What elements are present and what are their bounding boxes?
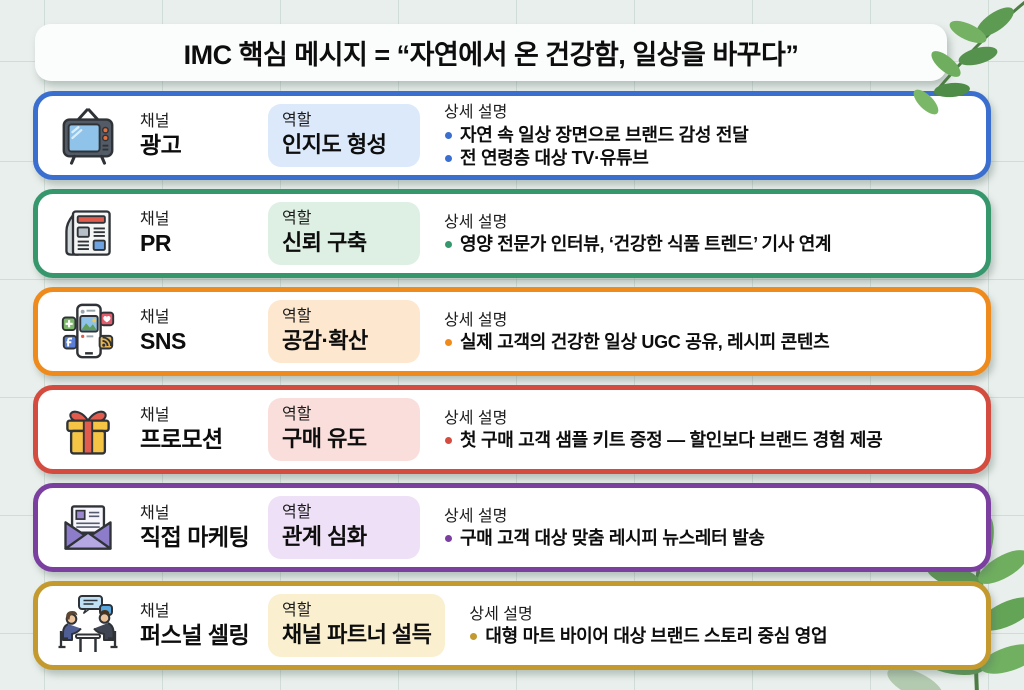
channel-label: 채널 — [140, 504, 170, 522]
role-label: 역할 — [282, 112, 312, 130]
channel-name: PR — [140, 229, 171, 256]
channel-label: 채널 — [140, 602, 170, 620]
detail-bullet: 대형 마트 바이어 대상 브랜드 스토리 중심 영업 — [469, 625, 970, 648]
detail-column: 상세 설명 영양 전문가 인터뷰, ‘건강한 식품 트렌드’ 기사 연계 — [438, 211, 974, 257]
detail-bullets: 대형 마트 바이어 대상 브랜드 스토리 중심 영업 — [469, 625, 970, 648]
bullet-dot — [445, 241, 452, 249]
newspaper-icon — [52, 199, 124, 269]
role-name: 인지도 형성 — [282, 132, 387, 158]
detail-bullet: 영양 전문가 인터뷰, ‘건강한 식품 트렌드’ 기사 연계 — [444, 233, 970, 256]
detail-label: 상세 설명 — [444, 409, 508, 427]
envelope-icon — [52, 493, 124, 563]
role-label: 역할 — [282, 308, 312, 326]
role-label: 역할 — [282, 210, 312, 228]
channel-column: 채널 PR — [140, 210, 268, 258]
detail-bullets: 영양 전문가 인터뷰, ‘건강한 식품 트렌드’ 기사 연계 — [444, 233, 970, 256]
title-card: IMC 핵심 메시지 = “자연에서 온 건강함, 일상을 바꾸다” — [35, 24, 947, 81]
channel-name: 퍼스널 셀링 — [140, 621, 250, 648]
role-name: 신뢰 구축 — [282, 230, 367, 256]
detail-column: 상세 설명 대형 마트 바이어 대상 브랜드 스토리 중심 영업 — [463, 603, 974, 649]
detail-column: 상세 설명 첫 구매 고객 샘플 키트 증정 — 할인보다 브랜드 경험 제공 — [438, 407, 974, 453]
bullet-text: 대형 마트 바이어 대상 브랜드 스토리 중심 영업 — [485, 626, 828, 647]
bullet-text: 실제 고객의 건강한 일상 UGC 공유, 레시피 콘텐츠 — [460, 332, 830, 353]
channel-card: 채널 SNS 역할 공감·확산 상세 설명 실제 고객의 건강한 일상 UGC … — [33, 287, 991, 376]
channel-card: 채널 프로모션 역할 구매 유도 상세 설명 첫 구매 고객 샘플 키트 증정 … — [33, 385, 991, 474]
detail-bullet: 전 연령층 대상 TV·유튜브 — [444, 147, 970, 170]
bullet-text: 첫 구매 고객 샘플 키트 증정 — 할인보다 브랜드 경험 제공 — [460, 430, 883, 451]
channel-label: 채널 — [140, 308, 170, 326]
channel-name: SNS — [140, 327, 186, 354]
detail-bullets: 실제 고객의 건강한 일상 UGC 공유, 레시피 콘텐츠 — [444, 331, 970, 354]
channel-card: 채널 직접 마케팅 역할 관계 심화 상세 설명 구매 고객 대상 맞춤 레시피… — [33, 483, 991, 572]
detail-bullet: 첫 구매 고객 샘플 키트 증정 — 할인보다 브랜드 경험 제공 — [444, 429, 970, 452]
bullet-dot — [445, 535, 452, 543]
detail-label: 상세 설명 — [444, 507, 508, 525]
bullet-text: 구매 고객 대상 맞춤 레시피 뉴스레터 발송 — [460, 528, 765, 549]
detail-label: 상세 설명 — [469, 605, 533, 623]
channel-column: 채널 SNS — [140, 308, 268, 356]
channel-column: 채널 직접 마케팅 — [140, 504, 268, 552]
page-title: IMC 핵심 메시지 = “자연에서 온 건강함, 일상을 바꾸다” — [183, 40, 799, 70]
role-label: 역할 — [282, 504, 312, 522]
bullet-dot — [445, 437, 452, 445]
channel-column: 채널 퍼스널 셀링 — [140, 602, 268, 650]
detail-bullet: 실제 고객의 건강한 일상 UGC 공유, 레시피 콘텐츠 — [444, 331, 970, 354]
role-badge: 역할 구매 유도 — [268, 398, 420, 461]
role-badge: 역할 인지도 형성 — [268, 104, 420, 167]
detail-bullets: 첫 구매 고객 샘플 키트 증정 — 할인보다 브랜드 경험 제공 — [444, 429, 970, 452]
channel-label: 채널 — [140, 210, 170, 228]
channel-name: 광고 — [140, 131, 182, 158]
detail-column: 상세 설명 자연 속 일상 장면으로 브랜드 감성 전달 전 연령층 대상 TV·… — [438, 101, 974, 170]
detail-bullets: 자연 속 일상 장면으로 브랜드 감성 전달 전 연령층 대상 TV·유튜브 — [444, 124, 970, 170]
bullet-text: 영양 전문가 인터뷰, ‘건강한 식품 트렌드’ 기사 연계 — [460, 234, 832, 255]
tv-icon — [52, 101, 124, 171]
bullet-dot — [445, 339, 452, 347]
detail-column: 상세 설명 실제 고객의 건강한 일상 UGC 공유, 레시피 콘텐츠 — [438, 309, 974, 355]
role-name: 채널 파트너 설득 — [282, 622, 432, 648]
role-name: 구매 유도 — [282, 426, 367, 452]
detail-bullet: 자연 속 일상 장면으로 브랜드 감성 전달 — [444, 124, 970, 147]
role-label: 역할 — [282, 406, 312, 424]
gift-icon — [52, 395, 124, 465]
detail-label: 상세 설명 — [444, 311, 508, 329]
role-name: 공감·확산 — [282, 328, 368, 354]
meeting-icon — [52, 591, 124, 661]
detail-label: 상세 설명 — [444, 213, 508, 231]
channel-card: 채널 PR 역할 신뢰 구축 상세 설명 영양 전문가 인터뷰, ‘건강한 식품… — [33, 189, 991, 278]
role-badge: 역할 채널 파트너 설득 — [268, 594, 446, 657]
bullet-text: 전 연령층 대상 TV·유튜브 — [460, 147, 649, 168]
channel-name: 프로모션 — [140, 425, 223, 452]
role-name: 관계 심화 — [282, 524, 367, 550]
detail-bullets: 구매 고객 대상 맞춤 레시피 뉴스레터 발송 — [444, 527, 970, 550]
channel-card: 채널 퍼스널 셀링 역할 채널 파트너 설득 상세 설명 대형 마트 바이어 대… — [33, 581, 991, 670]
detail-column: 상세 설명 구매 고객 대상 맞춤 레시피 뉴스레터 발송 — [438, 505, 974, 551]
role-badge: 역할 공감·확산 — [268, 300, 420, 363]
channel-name: 직접 마케팅 — [140, 523, 250, 550]
bullet-dot — [445, 131, 452, 139]
channel-label: 채널 — [140, 406, 170, 424]
bullet-text: 자연 속 일상 장면으로 브랜드 감성 전달 — [460, 124, 749, 145]
bullet-dot — [445, 154, 452, 162]
channel-card: 채널 광고 역할 인지도 형성 상세 설명 자연 속 일상 장면으로 브랜드 감… — [33, 91, 991, 180]
role-badge: 역할 관계 심화 — [268, 496, 420, 559]
role-label: 역할 — [282, 602, 312, 620]
channel-column: 채널 프로모션 — [140, 406, 268, 454]
smartphone-sns-icon — [52, 297, 124, 367]
channel-label: 채널 — [140, 112, 170, 130]
detail-bullet: 구매 고객 대상 맞춤 레시피 뉴스레터 발송 — [444, 527, 970, 550]
channel-column: 채널 광고 — [140, 112, 268, 160]
role-badge: 역할 신뢰 구축 — [268, 202, 420, 265]
channel-rows: 채널 광고 역할 인지도 형성 상세 설명 자연 속 일상 장면으로 브랜드 감… — [33, 91, 991, 679]
bullet-dot — [470, 633, 478, 641]
detail-label: 상세 설명 — [444, 104, 508, 122]
